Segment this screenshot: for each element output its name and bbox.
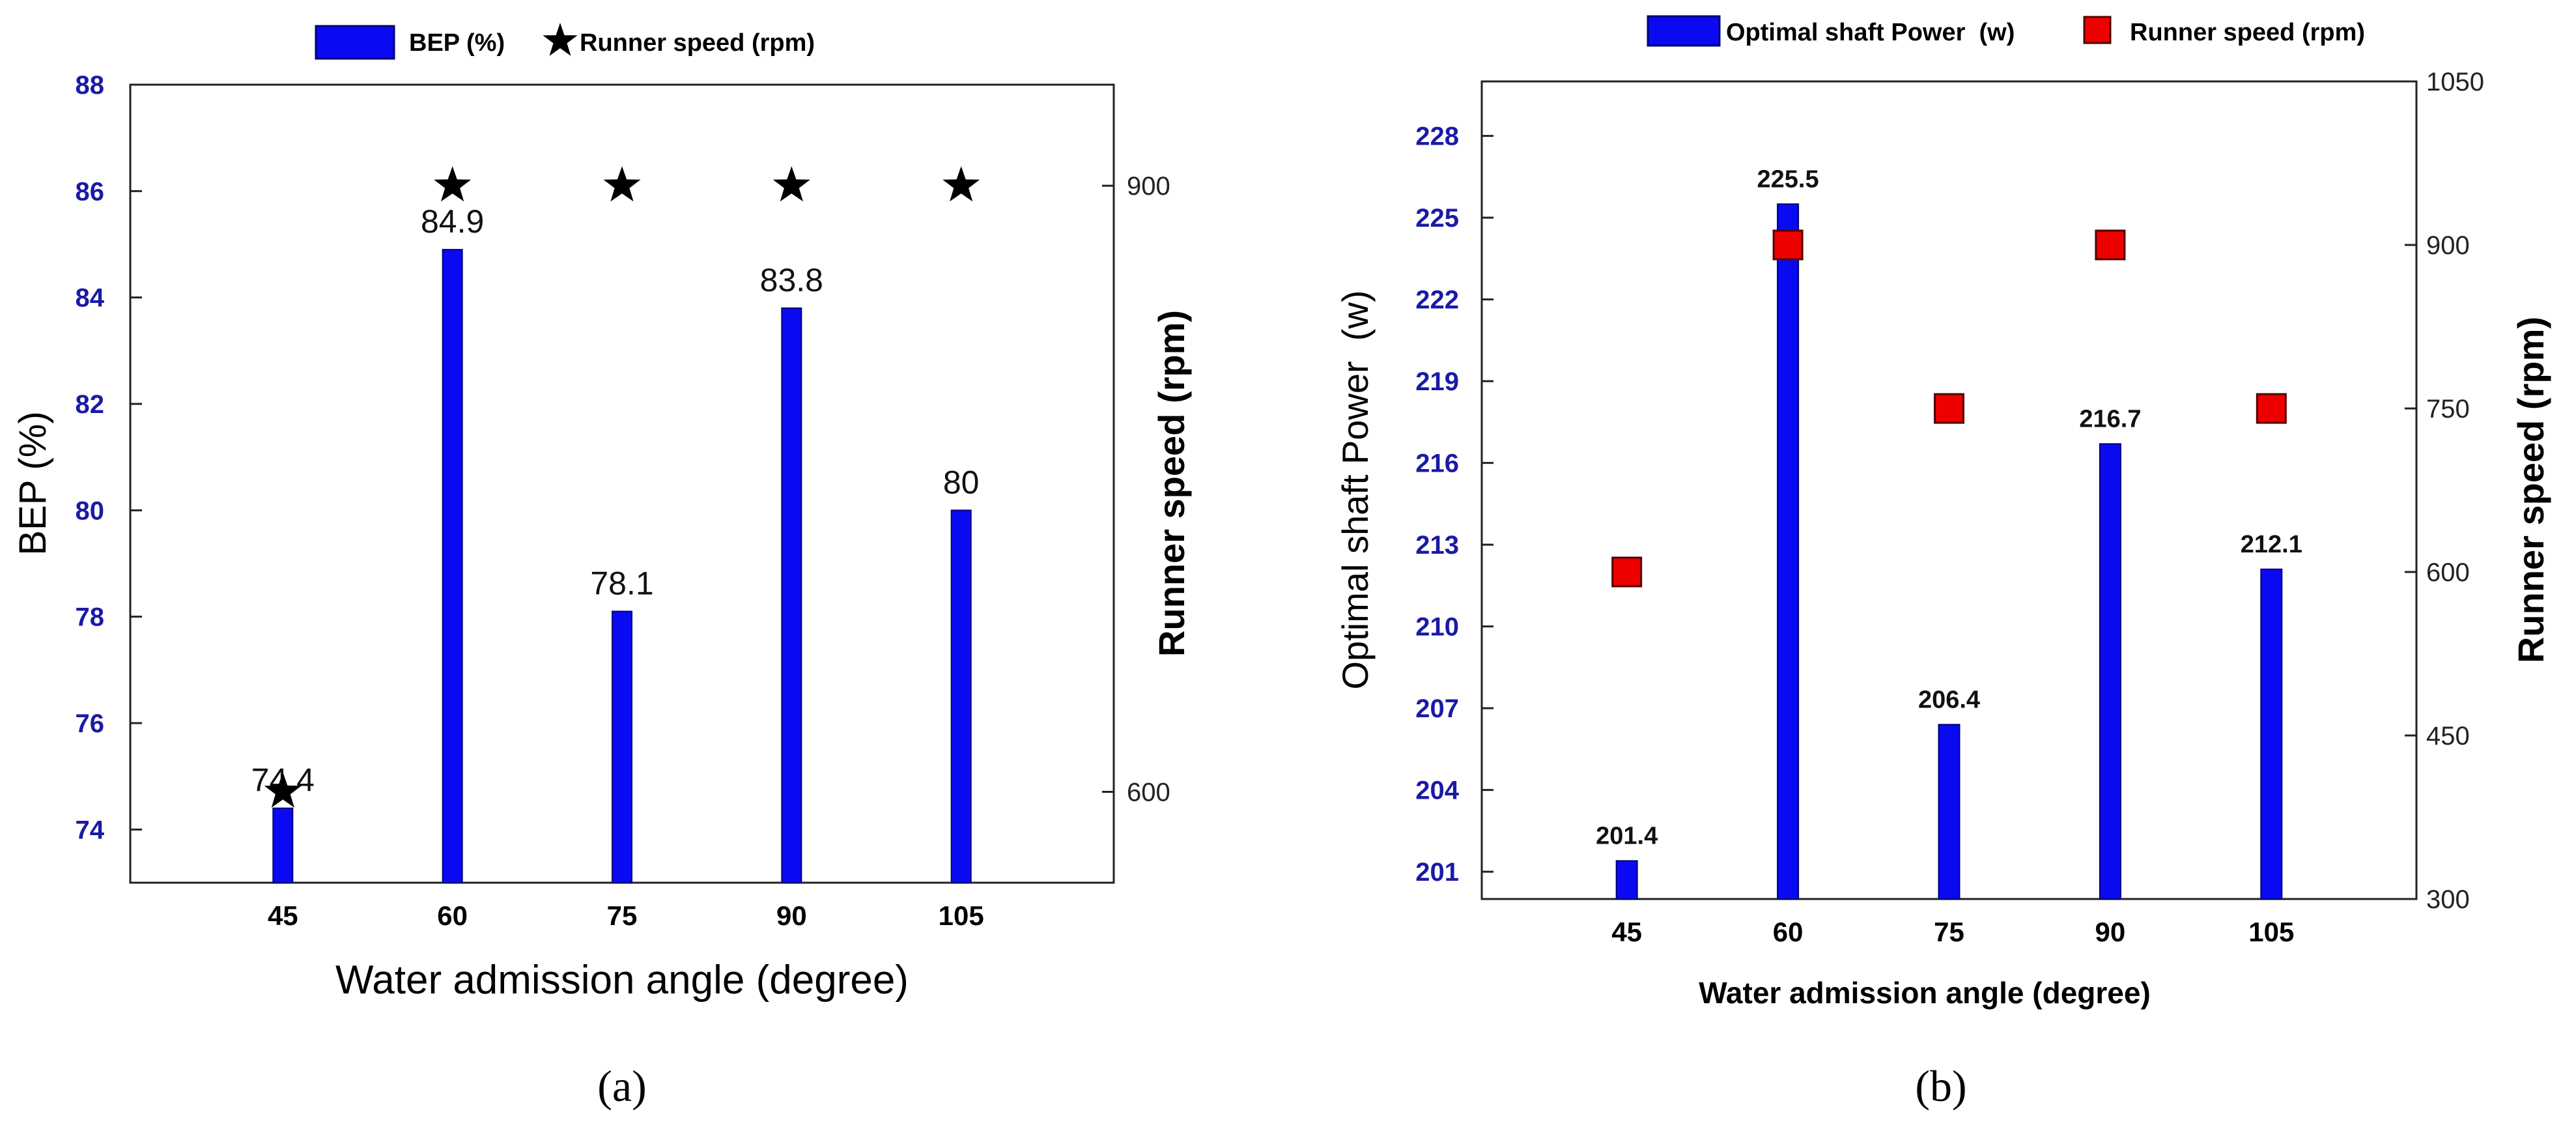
bar — [1938, 724, 1960, 900]
legend-label-runner-speed: Runner speed (rpm) — [2130, 19, 2365, 46]
legend-bar-swatch — [1647, 15, 1721, 47]
y2-tick-label: 600 — [2426, 558, 2470, 587]
runner-speed-square-marker — [1934, 393, 1964, 424]
runner-speed-square-marker — [2095, 229, 2126, 261]
y-tick-label: 213 — [1415, 531, 1459, 560]
x-tick-label: 60 — [1773, 917, 1804, 947]
y-tick-label: 201 — [1415, 858, 1459, 887]
y-tick-label: 222 — [1415, 286, 1459, 315]
bar — [781, 307, 802, 883]
panel-b-legend: Optimal shaft Power (w) Runner speed (rp… — [1647, 15, 2365, 47]
legend-label-shaft-power: Optimal shaft Power (w) — [1726, 19, 2015, 46]
panel-a-caption: (a) — [597, 1061, 646, 1111]
y-tick-label: 80 — [76, 496, 105, 525]
legend-star-icon — [543, 23, 578, 56]
runner-speed-star-marker — [942, 166, 980, 202]
runner-speed-star-marker — [264, 772, 302, 808]
runner-speed-square-marker — [1772, 229, 1804, 261]
bar — [950, 509, 972, 883]
y-tick-label: 207 — [1415, 694, 1459, 723]
runner-speed-square-marker — [2256, 393, 2287, 424]
x-tick-label: 45 — [268, 900, 298, 931]
bar — [272, 807, 294, 883]
y-tick-label: 204 — [1415, 777, 1459, 805]
x-tick-label: 105 — [939, 900, 984, 931]
y2-tick-label: 900 — [2426, 231, 2470, 260]
y-tick-label: 216 — [1415, 449, 1459, 478]
runner-speed-star-marker — [772, 166, 810, 202]
y-tick-label: 84 — [76, 284, 105, 313]
y-tick-label: 210 — [1415, 613, 1459, 642]
x-tick-label: 60 — [437, 900, 468, 931]
bar — [612, 610, 632, 883]
y2-tick-label: 750 — [2426, 395, 2470, 423]
legend-label-runner-speed: Runner speed (rpm) — [580, 29, 815, 57]
panel-b-y-axis-title: Optimal shaft Power (w) — [1335, 290, 1376, 689]
runner-speed-star-marker — [603, 166, 641, 202]
bar-data-label: 212.1 — [2241, 531, 2302, 558]
bar-data-label: 225.5 — [1757, 165, 1819, 193]
panel-b-y2-axis-title: Runner speed (rpm) — [2510, 317, 2551, 663]
panel-b-chart: 201 204 207 210 213 216 219 222 225 228 300 450 600… — [1335, 15, 2551, 1111]
y-tick-label: 225 — [1415, 204, 1459, 233]
x-tick-label: 45 — [1611, 917, 1642, 947]
runner-speed-star-marker — [434, 166, 472, 202]
bar — [442, 249, 463, 883]
y-tick-label: 78 — [76, 603, 105, 632]
y-tick-label: 76 — [76, 709, 105, 738]
runner-speed-square-marker — [1611, 556, 1643, 588]
panel-b-x-axis-title: Water admission angle (degree) — [1699, 976, 2151, 1010]
y2-tick-label: 900 — [1127, 172, 1170, 201]
x-tick-label: 105 — [2248, 917, 2294, 947]
y2-tick-label: 1050 — [2426, 68, 2484, 96]
y-tick-label: 74 — [76, 816, 105, 844]
bar-data-label: 78.1 — [590, 565, 653, 602]
x-tick-label: 75 — [607, 900, 638, 931]
x-tick-label: 90 — [776, 900, 807, 931]
bar — [2099, 443, 2121, 900]
panel-a-legend: BEP (%) Runner speed (rpm) — [315, 23, 815, 60]
bar-data-label: 201.4 — [1596, 822, 1658, 849]
panel-a-x-axis-title: Water admission angle (degree) — [335, 958, 909, 1003]
legend-bar-swatch — [315, 25, 395, 60]
panel-a-y2-axis-title: Runner speed (rpm) — [1151, 310, 1192, 657]
x-tick-label: 90 — [2095, 917, 2126, 947]
y-tick-label: 82 — [76, 390, 105, 419]
y-tick-label: 88 — [76, 71, 105, 100]
bar — [1777, 203, 1800, 900]
legend-label-bep: BEP (%) — [409, 29, 505, 57]
y2-tick-label: 300 — [2426, 885, 2470, 914]
y2-tick-label: 450 — [2426, 722, 2470, 750]
panel-a-y-axis-title: BEP (%) — [12, 411, 54, 555]
bar-data-label: 216.7 — [2079, 405, 2141, 433]
bar — [1615, 860, 1638, 900]
y-tick-label: 219 — [1415, 367, 1459, 396]
bar-data-label: 206.4 — [1918, 686, 1980, 713]
bar-data-label: 84.9 — [421, 203, 484, 240]
bar-data-label: 80 — [943, 464, 980, 500]
y-tick-label: 86 — [76, 177, 105, 206]
bar-data-label: 83.8 — [760, 262, 823, 298]
bar — [2260, 568, 2283, 900]
panel-b-caption: (b) — [1915, 1061, 1966, 1111]
x-tick-label: 75 — [1934, 917, 1964, 947]
legend-square-icon — [2083, 16, 2112, 44]
y2-tick-label: 600 — [1127, 778, 1170, 806]
y-tick-label: 228 — [1415, 122, 1459, 151]
